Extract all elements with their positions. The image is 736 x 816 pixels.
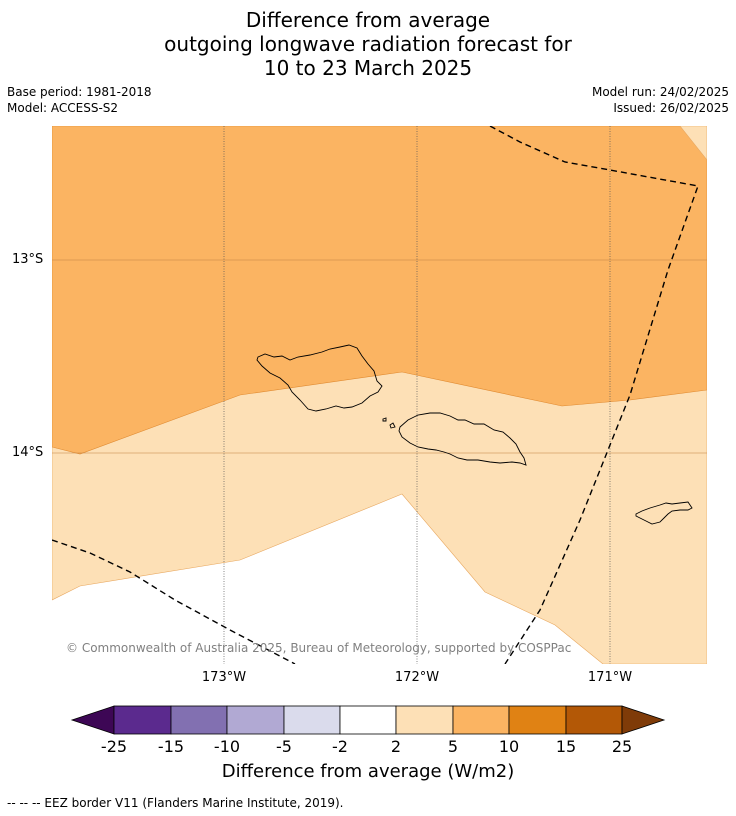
map-area (52, 126, 707, 664)
lat-label-14s: 14°S (12, 445, 44, 460)
anomaly-region-corner (679, 126, 707, 161)
lon-label-171w: 171°W (587, 670, 633, 685)
colorbar-tick-label: 10 (498, 737, 520, 756)
title-line-2: outgoing longwave radiation forecast for (164, 32, 572, 56)
colorbar-title: Difference from average (W/m2) (221, 761, 515, 782)
colorbar-extend-low (70, 705, 115, 735)
island-tutuila (635, 501, 693, 525)
meta-left: Base period: 1981-2018 Model: ACCESS-S2 (7, 84, 152, 116)
base-period: Base period: 1981-2018 (7, 85, 152, 99)
island-upolu (398, 412, 527, 466)
colorbar-segment (565, 705, 623, 735)
colorbar-segment (339, 705, 397, 735)
colorbar-tick-label: 5 (447, 737, 459, 756)
colorbar-segment (226, 705, 285, 735)
lon-label-173w: 173°W (201, 670, 247, 685)
colorbar-segment (395, 705, 454, 735)
model-run: Model run: 24/02/2025 (591, 85, 729, 99)
eez-border-north (489, 126, 699, 664)
colorbar-segment (170, 705, 228, 735)
colorbar-tick-label: 25 (611, 737, 633, 756)
lat-label-13s: 13°S (12, 252, 44, 267)
colorbar (70, 705, 666, 735)
meta-right: Model run: 24/02/2025 Issued: 26/02/2025 (592, 84, 729, 116)
colorbar-segment (113, 705, 172, 735)
colorbar-tick-label: -2 (332, 737, 348, 756)
colorbar-tick-label: 2 (390, 737, 402, 756)
eez-legend-footnote: -- -- -- EEZ border V11 (Flanders Marine… (7, 796, 344, 810)
colorbar-tick-label: -5 (276, 737, 292, 756)
title-line-1: Difference from average (245, 8, 491, 32)
colorbar-segment (283, 705, 341, 735)
title-line-3: 10 to 23 March 2025 (263, 56, 473, 80)
colorbar-tick-label: -10 (213, 737, 241, 756)
island-apolima (389, 422, 396, 429)
colorbar-tick-label: 15 (555, 737, 577, 756)
colorbar-tick-label: -15 (157, 737, 185, 756)
map-title: Difference from average outgoing longwav… (0, 8, 736, 80)
colorbar-tick-label: -25 (100, 737, 128, 756)
colorbar-extend-high (621, 705, 666, 735)
issued-date: Issued: 26/02/2025 (613, 101, 729, 115)
model-name: Model: ACCESS-S2 (7, 101, 119, 115)
eez-border-south (52, 539, 296, 664)
anomaly-region-5-to-10 (52, 126, 707, 455)
lon-label-172w: 172°W (394, 670, 440, 685)
island-savaii (256, 344, 383, 412)
island-manono (382, 417, 387, 422)
colorbar-segment (508, 705, 567, 735)
colorbar-segment (452, 705, 510, 735)
copyright-notice: © Commonwealth of Australia 2025, Bureau… (66, 641, 572, 655)
